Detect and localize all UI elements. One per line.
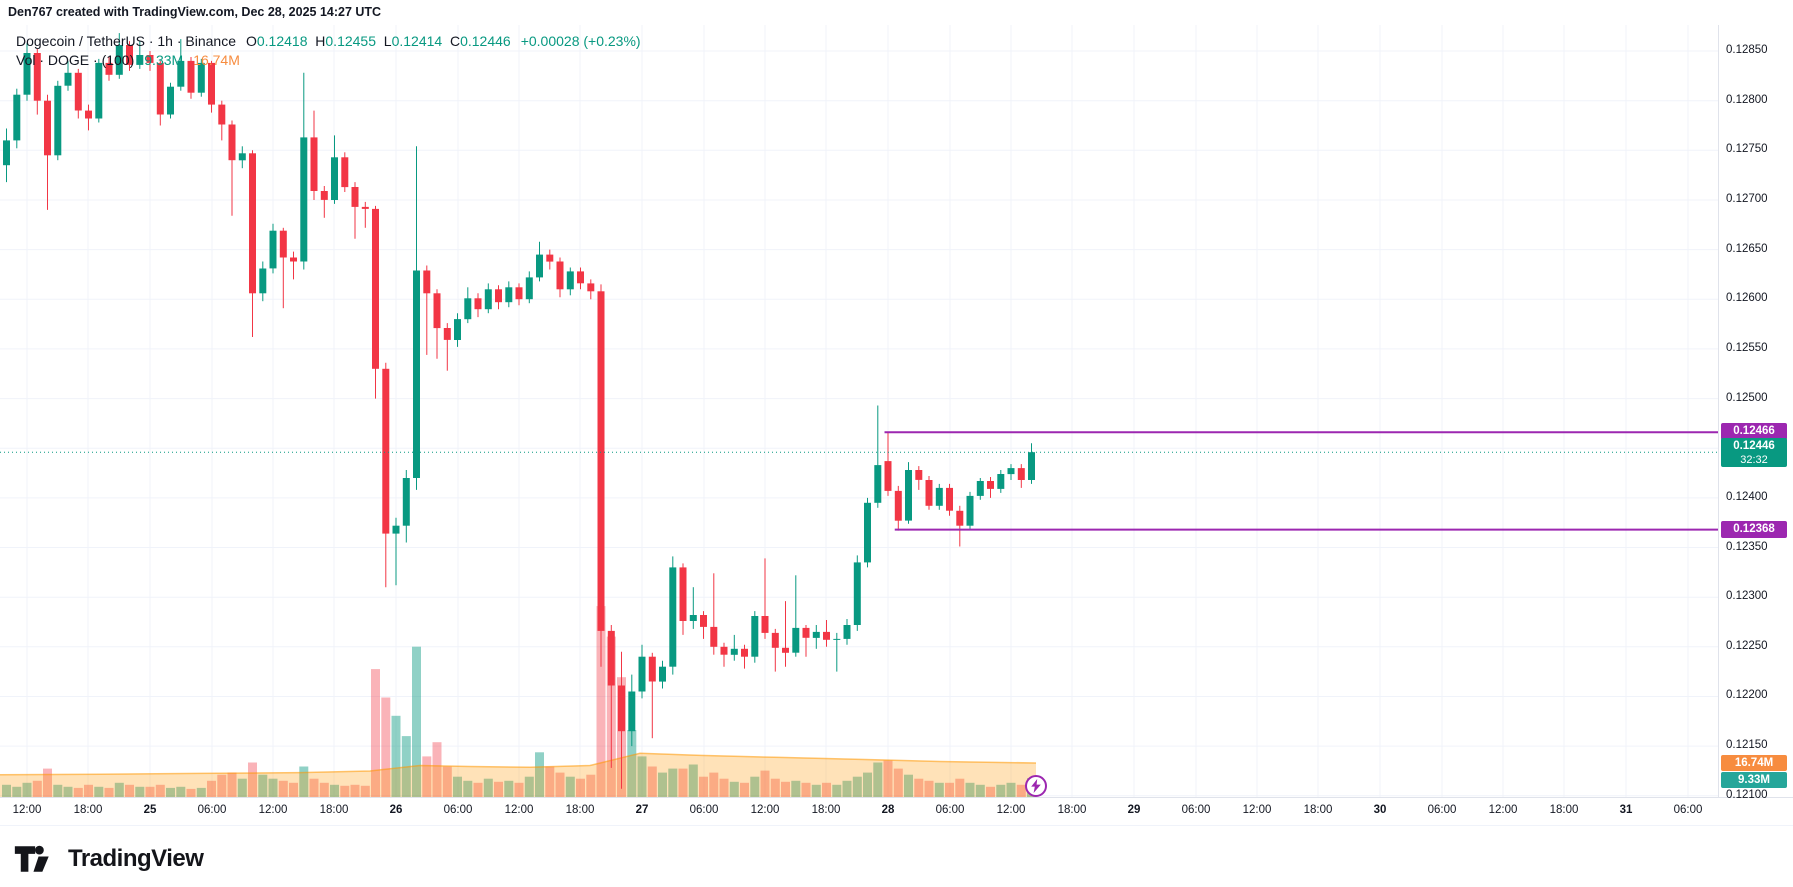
- time-axis-label: 06:00: [1181, 804, 1211, 816]
- gridlines: [0, 25, 1718, 797]
- time-axis-day-label: 30: [1373, 804, 1387, 816]
- price-axis-label: 0.12350: [1726, 540, 1768, 553]
- attribution-bar: Den767 created with TradingView.com, Dec…: [0, 0, 1793, 25]
- legend-volume-row[interactable]: Vol · DOGE · (100) 9.33M 16.74M: [16, 50, 641, 69]
- price-axis-label: 0.12500: [1726, 391, 1768, 404]
- volume-ma-value: 16.74M: [193, 51, 240, 68]
- footer: TradingView: [0, 826, 1793, 887]
- attribution-text: Den767 created with TradingView.com, Dec…: [8, 5, 382, 19]
- time-axis-day-label: 25: [143, 804, 157, 816]
- instant-trading-icon[interactable]: [1025, 775, 1047, 797]
- time-axis-label: 18:00: [73, 804, 103, 816]
- time-axis-label: 06:00: [935, 804, 965, 816]
- time-axis[interactable]: 12:00 18:00 25 06:00 12:00 18:00 26 06:00 12:00 1…: [0, 797, 1793, 826]
- time-axis-day-label: 27: [635, 804, 649, 816]
- time-axis-day-label: 31: [1619, 804, 1633, 816]
- logo-text: TradingView: [68, 845, 204, 872]
- time-axis-label: 12:00: [504, 804, 534, 816]
- price-axis-label: 0.12100: [1726, 788, 1768, 801]
- time-axis-label: 18:00: [1057, 804, 1087, 816]
- time-axis-label: 06:00: [197, 804, 227, 816]
- price-axis-label: 0.12550: [1726, 341, 1768, 354]
- time-axis-label: 12:00: [1242, 804, 1272, 816]
- time-axis-label: 06:00: [689, 804, 719, 816]
- last-price-badge: 0.12446 32:32: [1721, 438, 1787, 467]
- volume-badge: 9.33M: [1721, 772, 1787, 788]
- price-axis-label: 0.12200: [1726, 689, 1768, 702]
- price-axis-label: 0.12150: [1726, 739, 1768, 752]
- time-axis-day-label: 26: [389, 804, 403, 816]
- price-axis-label: 0.12850: [1726, 44, 1768, 56]
- time-axis-label: 12:00: [750, 804, 780, 816]
- change-value: +0.00028 (+0.23%): [520, 32, 641, 49]
- time-axis-day-label: 29: [1127, 804, 1141, 816]
- time-axis-label: 18:00: [1303, 804, 1333, 816]
- price-axis-label: 0.12600: [1726, 292, 1768, 305]
- chart-legend[interactable]: Dogecoin / TetherUS · 1h · Binance O0.12…: [16, 31, 641, 69]
- time-axis-label: 12:00: [1488, 804, 1518, 816]
- time-axis-label: 06:00: [443, 804, 473, 816]
- time-axis-label: 18:00: [565, 804, 595, 816]
- price-axis-label: 0.12400: [1726, 490, 1768, 503]
- close-value: 0.12446: [460, 32, 511, 49]
- time-axis-label: 18:00: [811, 804, 841, 816]
- time-axis-label: 12:00: [258, 804, 288, 816]
- lower-level-price-badge: 0.12368: [1721, 521, 1787, 538]
- price-axis-label: 0.12800: [1726, 93, 1768, 106]
- chart-area[interactable]: Dogecoin / TetherUS · 1h · Binance O0.12…: [0, 25, 1793, 801]
- legend-symbol-row[interactable]: Dogecoin / TetherUS · 1h · Binance O0.12…: [16, 31, 641, 50]
- high-label: H: [315, 32, 326, 49]
- symbol-title[interactable]: Dogecoin / TetherUS · 1h · Binance: [16, 32, 236, 49]
- price-axis-label: 0.12750: [1726, 143, 1768, 156]
- upper-level-price-badge: 0.12466: [1721, 423, 1787, 440]
- time-axis-label: 06:00: [1673, 804, 1703, 816]
- ohlc-values: O0.12418 H0.12455 L0.12414 C0.12446: [246, 33, 511, 49]
- price-axis[interactable]: 0.12466 0.12446 32:32 0.12368 16.74M 9.3…: [1718, 25, 1793, 801]
- time-axis-label: 06:00: [1427, 804, 1457, 816]
- volume-ma-badge: 16.74M: [1721, 755, 1787, 771]
- volume-ma-area: [0, 753, 1036, 797]
- time-axis-label: 18:00: [319, 804, 349, 816]
- tradingview-logo[interactable]: TradingView: [14, 840, 204, 878]
- volume-ma-line: [0, 752, 1037, 776]
- open-label: O: [245, 32, 257, 49]
- price-axis-label: 0.12700: [1726, 192, 1768, 205]
- time-axis-label: 12:00: [12, 804, 42, 816]
- low-value: 0.12414: [391, 32, 443, 49]
- candlestick-series: [3, 33, 1035, 789]
- price-axis-label: 0.12650: [1726, 242, 1768, 255]
- time-axis-label: 12:00: [996, 804, 1026, 816]
- low-label: L: [383, 32, 392, 49]
- time-axis-label: 18:00: [1549, 804, 1579, 816]
- price-axis-label: 0.12300: [1726, 590, 1768, 603]
- tradingview-logo-icon: [14, 845, 49, 872]
- open-value: 0.12418: [256, 32, 308, 49]
- time-axis-day-label: 28: [881, 804, 895, 816]
- last-price-value: 0.12446: [1733, 440, 1775, 452]
- close-label: C: [449, 32, 461, 49]
- high-value: 0.12455: [325, 32, 376, 49]
- price-axis-label: 0.12250: [1726, 639, 1768, 652]
- volume-current-value: 9.33M: [144, 51, 184, 68]
- candlestick-plot[interactable]: [0, 25, 1718, 797]
- lightning-bolt-icon: [1031, 779, 1041, 793]
- bar-countdown: 32:32: [1740, 454, 1768, 466]
- volume-indicator-label[interactable]: Vol · DOGE · (100): [16, 51, 135, 68]
